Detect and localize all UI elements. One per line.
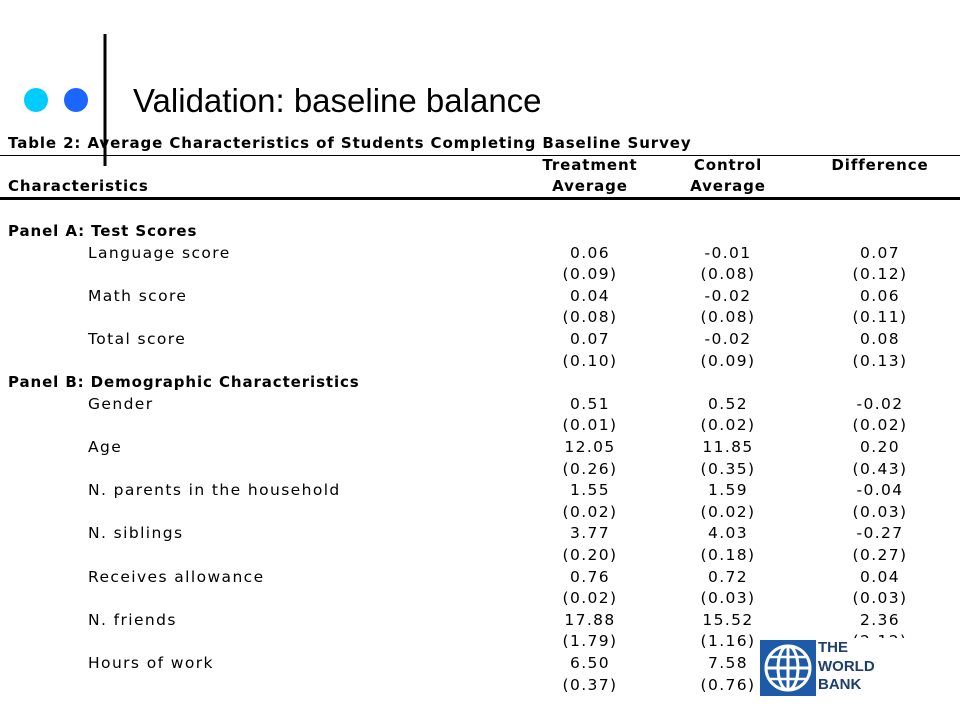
cell-value: 0.51 <box>569 394 611 413</box>
cell-value: 0.20 <box>859 438 901 456</box>
cell-error: (0.01) <box>562 416 618 435</box>
cell-value: 1.59 <box>707 481 749 500</box>
cell-error: (0.02) <box>700 416 756 435</box>
row-label: Hours of work <box>88 654 214 672</box>
logo-line: WORLD <box>818 657 875 675</box>
table-rule <box>0 155 960 156</box>
logo-line: THE <box>818 639 848 656</box>
cell-error: (0.02) <box>852 416 908 435</box>
cell-value: -0.02 <box>704 286 752 305</box>
cell-value: 1.55 <box>569 481 611 500</box>
column-header: Characteristics <box>8 177 149 195</box>
cell-error: (0.09) <box>700 351 756 370</box>
cell-error: (0.20) <box>562 546 618 564</box>
cell-value: 0.04 <box>859 567 901 586</box>
cell-error: (0.13) <box>852 351 908 370</box>
panel-title: Panel B: Demographic Characteristics <box>8 373 360 392</box>
table-rule <box>0 197 960 200</box>
cell-value: 0.04 <box>569 286 611 305</box>
cell-value: 7.58 <box>707 654 749 672</box>
row-label: N. friends <box>88 610 177 629</box>
cell-value: 11.85 <box>702 438 754 456</box>
row-label: Math score <box>88 286 188 305</box>
cell-value: 0.76 <box>569 567 611 586</box>
cell-value: 0.06 <box>569 243 611 262</box>
cell-error: (0.35) <box>700 459 756 478</box>
logo-globe <box>760 640 816 696</box>
row-label: Gender <box>88 394 154 413</box>
row-label: N. parents in the household <box>88 481 341 500</box>
logo: THE WORLD BANK <box>758 638 920 698</box>
cell-value: 4.03 <box>707 524 749 543</box>
bullet-dot <box>24 88 48 112</box>
table-caption: Table 2: Average Characteristics of Stud… <box>8 134 692 152</box>
cell-error: (0.03) <box>852 589 908 608</box>
cell-error: (0.09) <box>562 265 618 284</box>
cell-error: (0.11) <box>852 308 908 327</box>
bullet-dot <box>64 88 88 112</box>
cell-error: (0.18) <box>700 546 756 564</box>
cell-error: (1.79) <box>562 632 618 651</box>
cell-error: (0.26) <box>562 459 618 478</box>
cell-value: 0.06 <box>859 286 901 305</box>
cell-value: 0.07 <box>859 243 901 262</box>
row-label: N. siblings <box>88 524 184 543</box>
cell-value: 0.08 <box>859 330 901 348</box>
cell-error: (0.76) <box>700 675 756 694</box>
column-header: Average <box>552 177 628 195</box>
cell-value: -0.02 <box>856 394 904 413</box>
cell-error: (0.12) <box>852 265 908 284</box>
cell-value: 2.36 <box>859 610 901 629</box>
row-label: Language score <box>88 243 231 262</box>
cell-error: (0.08) <box>700 265 756 284</box>
cell-value: 0.72 <box>707 567 749 586</box>
cell-value: 3.77 <box>569 524 611 543</box>
column-header: Control <box>693 156 763 174</box>
cell-error: (0.02) <box>562 502 618 521</box>
column-header: Average <box>690 177 766 195</box>
cell-value: 6.50 <box>569 654 611 672</box>
column-header: Treatment <box>542 156 638 174</box>
row-label: Total score <box>88 330 187 348</box>
cell-value: -0.27 <box>856 524 904 543</box>
cell-value: 0.07 <box>569 330 611 348</box>
cell-error: (1.16) <box>700 632 756 651</box>
cell-value: 17.88 <box>564 610 616 629</box>
cell-error: (0.43) <box>852 459 908 478</box>
cell-error: (0.03) <box>700 589 756 608</box>
logo-line: BANK <box>818 676 862 693</box>
slide-title: Validation: baseline balance <box>133 82 542 119</box>
panel-title: Panel A: Test Scores <box>8 222 198 240</box>
cell-value: 15.52 <box>702 610 754 629</box>
cell-error: (0.10) <box>562 351 618 370</box>
cell-value: -0.04 <box>856 481 904 500</box>
row-label: Age <box>88 438 123 456</box>
cell-error: (0.02) <box>700 502 756 521</box>
cell-error: (0.08) <box>562 308 618 327</box>
cell-error: (0.03) <box>852 502 908 521</box>
cell-error: (0.08) <box>700 308 756 327</box>
cell-value: -0.02 <box>704 330 752 348</box>
cell-value: 0.52 <box>707 394 749 413</box>
cell-value: -0.01 <box>704 243 752 262</box>
logo-text: THE WORLD BANK <box>818 639 875 695</box>
cell-value: 12.05 <box>564 438 616 456</box>
cell-error: (0.37) <box>562 675 618 694</box>
cell-error: (0.27) <box>852 546 908 564</box>
column-header: Difference <box>831 156 929 174</box>
row-label: Receives allowance <box>88 567 265 586</box>
cell-error: (0.02) <box>562 589 618 608</box>
